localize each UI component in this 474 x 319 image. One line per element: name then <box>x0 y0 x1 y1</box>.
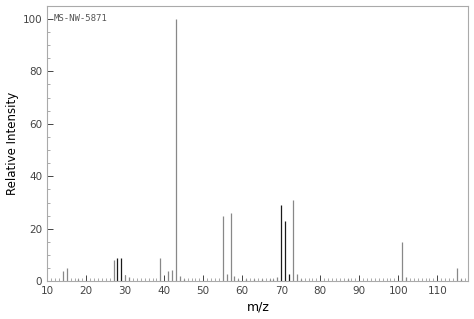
Text: MS-NW-5871: MS-NW-5871 <box>54 14 107 23</box>
X-axis label: m/z: m/z <box>246 300 269 314</box>
Y-axis label: Relative Intensity: Relative Intensity <box>6 92 18 195</box>
